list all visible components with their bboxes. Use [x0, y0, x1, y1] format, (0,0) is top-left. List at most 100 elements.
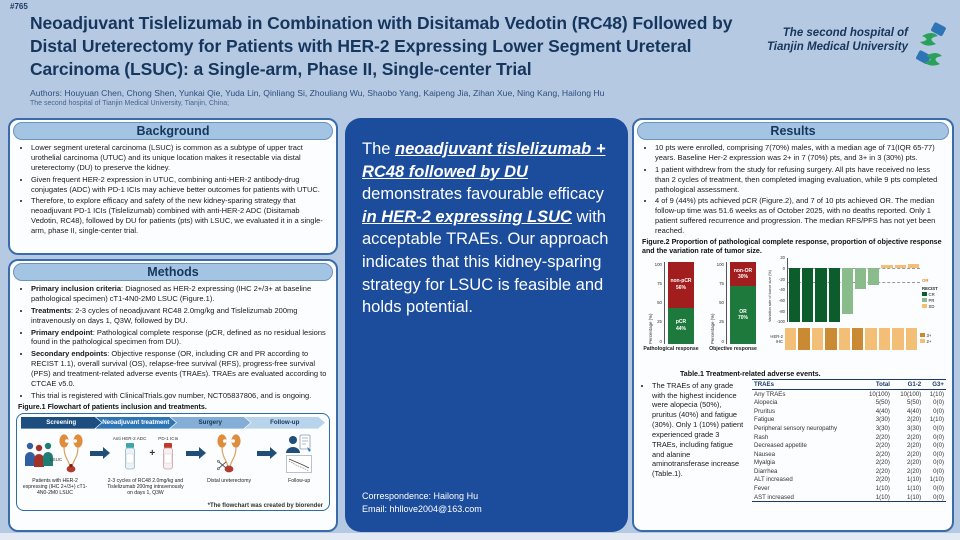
table-cell: 2(20) — [875, 476, 890, 484]
table-row: Nausea 2(20) 2(20) 0(0) — [752, 450, 946, 459]
stacked-bar: non-pCR 56% pCR 44% — [668, 261, 694, 344]
waterfall-bar — [881, 265, 893, 269]
table-cell: 0(0) — [923, 492, 946, 503]
table-row: Pruritus 4(40) 4(40) 0(0) — [752, 407, 946, 416]
conclusion-section: The neoadjuvant tislelizumab + RC48 foll… — [345, 118, 628, 532]
table-cell: 2(20) — [906, 416, 922, 424]
trae-bullet: The TRAEs of any grade with the highest … — [652, 381, 746, 479]
table-cell: 1(10) — [929, 390, 944, 398]
table-cell: 4(40) — [875, 407, 890, 415]
table-cell: Nausea — [754, 450, 776, 458]
table-cell: ALT increased — [754, 476, 793, 484]
stage-banner-followup: Follow-up — [245, 417, 326, 429]
tick-label: 0 — [721, 338, 724, 344]
tick-label: 50 — [719, 300, 724, 306]
tick-label: -80 — [778, 308, 785, 314]
surgery-kidney-icon — [217, 434, 241, 473]
table-cell: Alopecia — [754, 399, 778, 407]
adc-vial-label: Anti HER-2 ADC — [112, 436, 147, 442]
reference-line — [788, 281, 920, 283]
table-cell: 0(0) — [933, 485, 944, 493]
column-header: Total — [860, 378, 892, 390]
table-cell: 2(20) — [875, 450, 890, 458]
poster-title: Neoadjuvant Tislelizumab in Combination … — [30, 13, 733, 79]
her2-ihc-heatmap: HER-2 IHC 3+ 2+ — [768, 327, 948, 350]
surgery-icons — [214, 431, 244, 477]
conclusion-seg3: demonstrates favourable efficacy — [362, 185, 604, 204]
institution-line2: Tianjin Medical University — [766, 41, 908, 54]
table-cell: Rash — [754, 433, 769, 441]
bar-segment-non-pCR: non-pCR 56% — [668, 261, 694, 308]
followup-icons — [285, 431, 313, 477]
conclusion-seg5: with acceptable TRAEs. Our approach indi… — [362, 207, 609, 317]
column-header: TRAEs — [752, 378, 861, 390]
table-cell: 0(0) — [933, 407, 944, 415]
waterfall-bar — [828, 268, 840, 322]
tick-label: 75 — [719, 280, 724, 286]
heatmap-cell-2+ — [905, 327, 918, 350]
table-row: Fatigue 3(30) 2(20) 1(10) — [752, 416, 946, 425]
table-cell: 0(0) — [933, 459, 944, 467]
table-cell: AST increased — [752, 492, 861, 503]
heatmap-cell-3+ — [798, 327, 810, 350]
objective-response-chart: Percentage (%) 100 75 50 25 0 non-OR 30% OR 70%… — [702, 258, 764, 368]
heatmap-cell-2+ — [838, 327, 851, 350]
trae-table-wrap: TRAEs Total G1-2 G3+ Any TRAEs 10(100) 10(100)… — [752, 378, 946, 503]
x-axis-label: Pathological response — [643, 345, 699, 352]
column-header: G1-2 — [891, 378, 924, 390]
table-cell: 10(100) — [900, 390, 922, 398]
table-cell: 1(10) — [906, 485, 922, 493]
waterfall-bar — [802, 268, 814, 322]
hospital-logo-icon — [912, 22, 950, 73]
background-section-title: Background — [13, 122, 333, 140]
y-axis-ticks: 20 0 -20 -40 -60 -80 -100 — [772, 255, 788, 325]
trae-table: TRAEs Total G1-2 G3+ Any TRAEs 10(100) 10(100)… — [752, 378, 946, 503]
table-row: Rash 2(20) 2(20) 0(0) — [752, 433, 946, 442]
table-cell: Decreased appetite — [754, 442, 807, 450]
waterfall-bar — [855, 268, 867, 289]
heatmap-cell-2+ — [785, 327, 797, 350]
table-cell: 2(20) — [906, 459, 922, 467]
legend-entry: 3+ — [920, 333, 931, 338]
plus-sign: + — [149, 448, 156, 460]
tick-label: 25 — [657, 319, 662, 325]
flowchart-cells: LSUC Patients with HER-2 expressing (IHC… — [21, 431, 325, 497]
flow-arrow-icon — [257, 447, 278, 460]
table-cell: 0(0) — [933, 424, 944, 432]
bar-segment-non-OR: non-OR 30% — [730, 261, 756, 287]
followup-caption: Follow-up — [288, 477, 311, 484]
table-cell: Peripheral sensory neuropathy — [754, 424, 837, 432]
table-cell: 2(20) — [906, 450, 922, 458]
table-cell: 2(20) — [906, 433, 922, 441]
figure1-caption: Figure.1 Flowchart of patients inclusion… — [18, 402, 207, 411]
bullet-item: Lower segment ureteral carcinoma (LSUC) … — [31, 143, 328, 173]
table-cell: 2(20) — [875, 467, 890, 475]
y-axis-label: Percentage (%) — [710, 313, 715, 344]
bullet-item: Primary inclusion criteria: Diagnosed as… — [31, 284, 328, 304]
tick-label: 0 — [659, 338, 662, 344]
table-cell: 2(20) — [906, 467, 922, 475]
table-row: AST increased 1(10) 1(10) 0(0) — [752, 492, 946, 503]
flowchart-cell-treatment: Anti HER-2 ADC + PD-1 ICIs — [106, 431, 185, 497]
bullet-item: Secondary endpoints: Objective response … — [31, 349, 328, 389]
institution-line1: The second hospital of — [782, 27, 908, 39]
flowchart-credit: *The flowchart was created by biorender — [207, 502, 323, 509]
table1-caption: Table.1 Treatment-related adverse events… — [680, 369, 821, 378]
table-cell: Any TRAEs — [754, 390, 786, 398]
conclusion-seg1: The — [362, 140, 396, 158]
bullet-item: 4 of 9 (44%) pts achieved pCR (Figure.2)… — [655, 196, 944, 236]
bullet-item: Therefore, to explore efficacy and safet… — [31, 196, 328, 236]
tick-label: -40 — [778, 287, 785, 293]
figure2-caption: Figure.2 Proportion of pathological comp… — [642, 238, 942, 255]
background-bullet-list: Lower segment ureteral carcinoma (LSUC) … — [18, 143, 328, 236]
results-bullet-list: 10 pts were enrolled, comprising 7(70%) … — [642, 143, 944, 236]
table-row: ALT increased 2(20) 1(10) 1(10) — [752, 476, 946, 485]
table-row: Alopecia 5(50) 5(50) 0(0) — [752, 398, 946, 407]
tick-label: -100 — [776, 319, 785, 325]
bottom-margin-strip — [0, 533, 960, 540]
pathological-response-chart: Percentage (%) 100 75 50 25 0 non-pCR 56% pCR 4… — [640, 258, 702, 368]
stage-banner-surgery: Surgery — [170, 417, 251, 429]
heatmap-cell-3+ — [852, 327, 864, 350]
tumor-size-waterfall-chart: Variation rate of tumor size (%) 20 0 -20-… — [768, 255, 948, 368]
bullet-item: Given frequent HER-2 expression in UTUC,… — [31, 175, 328, 195]
